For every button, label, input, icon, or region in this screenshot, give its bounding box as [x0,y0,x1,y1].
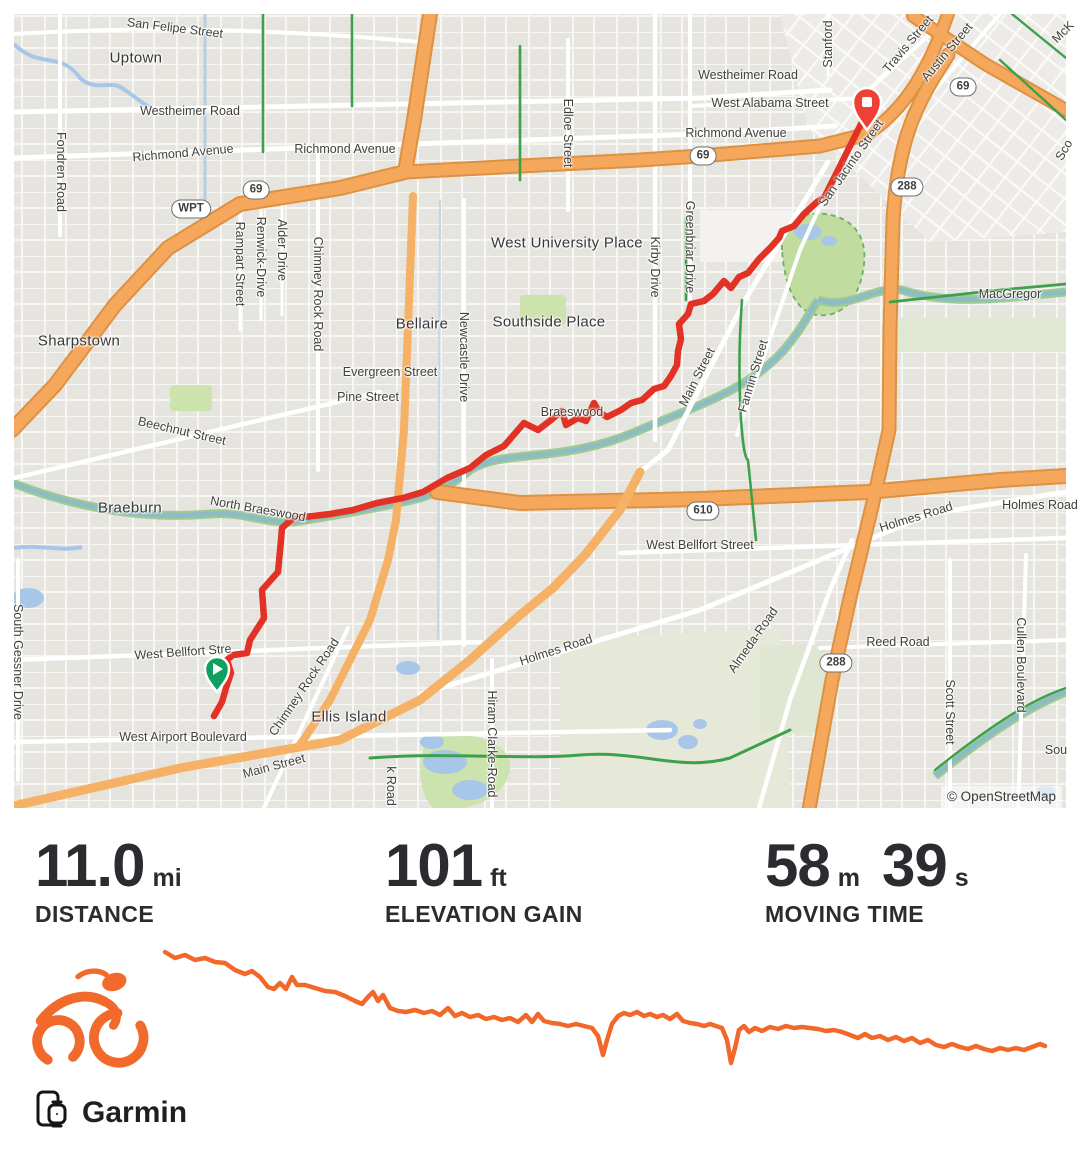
distance-value: 11.0 [35,832,145,899]
cycle-paths [261,14,1066,772]
elevation-line [162,949,1048,1066]
start-marker-icon [203,655,231,695]
distance-unit: mi [152,864,182,892]
freeways [14,14,1066,808]
moving-time-minutes-unit: m [837,864,860,892]
garmin-device-icon [35,1090,69,1135]
moving-time-seconds: 39 [881,832,948,899]
stat-elevation-gain: 101 ft ELEVATION GAIN [385,834,583,928]
elevation-value: 101 [385,832,483,899]
elevation-unit: ft [490,864,507,892]
major-roads [14,14,1066,808]
distance-label: DISTANCE [35,901,155,927]
route-polyline [210,108,871,720]
osm-attribution[interactable]: © OpenStreetMap [940,786,1062,808]
moving-time-minutes: 58 [765,832,831,899]
cycling-icon [26,966,160,1068]
map-canvas [14,14,1066,808]
garmin-brand-text: Garmin [82,1095,188,1129]
route-map[interactable] [14,14,1066,808]
moving-time-label: MOVING TIME [765,901,925,927]
stat-distance: 11.0 mi DISTANCE [35,834,182,928]
stat-moving-time: 58 m 39 s MOVING TIME [765,834,969,928]
end-marker-icon [851,86,883,133]
elevation-label: ELEVATION GAIN [385,901,583,927]
garmin-link[interactable]: Garmin [35,1090,187,1135]
moving-time-seconds-unit: s [954,864,969,892]
